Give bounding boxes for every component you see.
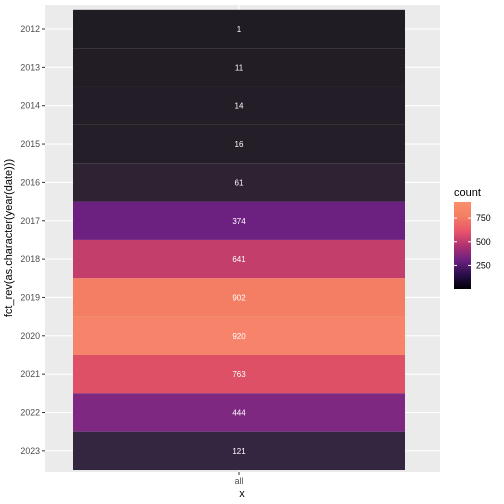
- heatmap-cell-2015: [73, 124, 405, 164]
- y-tick-label: 2019: [20, 292, 40, 302]
- heatmap-cell-2014: [73, 86, 405, 125]
- legend-tick-label: 500: [476, 237, 491, 247]
- cell-value-label: 641: [232, 255, 246, 264]
- cell-value-label: 14: [235, 102, 244, 111]
- cell-value-label: 374: [232, 217, 246, 226]
- y-tick-label: 2021: [20, 369, 40, 379]
- heatmap-cells: [73, 9, 405, 471]
- legend-tick-label: 250: [476, 260, 491, 270]
- heatmap-cell-2018: [73, 239, 405, 279]
- cell-value-label: 16: [235, 140, 244, 149]
- y-tick-label: 2020: [20, 331, 40, 341]
- cell-value-label: 1: [237, 25, 242, 34]
- y-tick-label: 2015: [20, 139, 40, 149]
- y-tick-label: 2017: [20, 216, 40, 226]
- legend-tick-label: 750: [476, 213, 491, 223]
- heatmap-cell-2023: [73, 431, 405, 471]
- cell-value-label: 121: [232, 447, 246, 456]
- heatmap-cell-2020: [73, 316, 405, 355]
- cell-value-label: 444: [232, 409, 246, 418]
- heatmap-cell-2016: [73, 163, 405, 202]
- cell-value-label: 763: [232, 370, 246, 379]
- cell-value-label: 61: [235, 178, 244, 187]
- y-tick-label: 2014: [20, 101, 40, 111]
- legend-title: count: [454, 187, 481, 199]
- heatmap-cell-2022: [73, 393, 405, 432]
- heatmap-cell-2019: [73, 278, 405, 317]
- heatmap-cell-2021: [73, 354, 405, 394]
- y-tick-label: 2012: [20, 24, 40, 34]
- cell-value-label: 920: [232, 332, 246, 341]
- y-axis: 2012 2013 2014 2015 2016 2017 2018 2019 2020 2021…: [20, 24, 45, 456]
- y-tick-label: 2016: [20, 177, 40, 187]
- legend-colorbar: [454, 202, 471, 289]
- y-axis-title: fct_rev(as.character(year(date))): [3, 159, 15, 317]
- heatmap-cell-2012: [73, 9, 405, 49]
- legend-ticks: 250 500 750: [454, 213, 491, 270]
- heatmap-cell-2017: [73, 201, 405, 240]
- color-legend: count 250 500 750: [454, 187, 491, 289]
- y-tick-label: 2013: [20, 62, 40, 72]
- y-tick-label: 2018: [20, 254, 40, 264]
- heatmap-cell-2013: [73, 48, 405, 87]
- y-tick-label: 2022: [20, 408, 40, 418]
- y-tick-label: 2023: [20, 446, 40, 456]
- x-axis: all: [235, 472, 244, 486]
- x-axis-title: x: [239, 488, 245, 500]
- cell-value-label: 902: [232, 293, 246, 302]
- cell-value-label: 11: [235, 63, 244, 72]
- x-tick-label: all: [235, 476, 244, 486]
